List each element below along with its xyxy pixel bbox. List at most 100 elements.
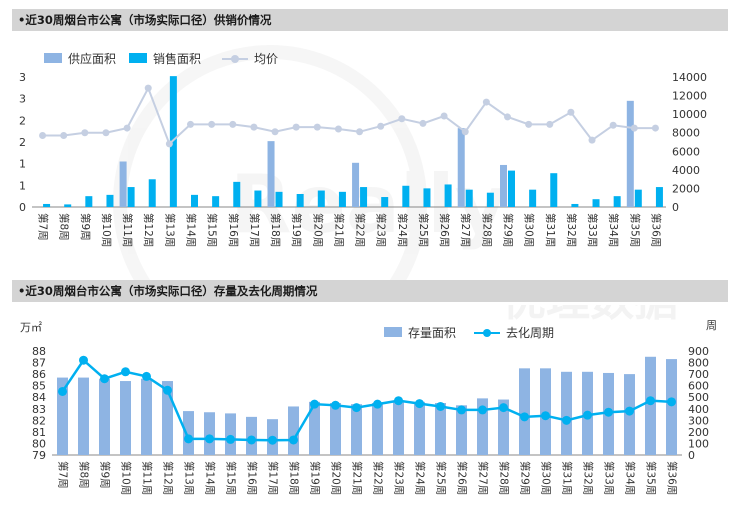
bar-a <box>457 128 465 207</box>
bar-a <box>225 413 236 455</box>
bar-a <box>352 162 360 207</box>
line-point <box>81 129 89 137</box>
category-label: 第10周 <box>120 461 133 495</box>
bar-a <box>519 368 530 455</box>
category-label: 第17周 <box>248 213 261 247</box>
line-point <box>567 108 575 116</box>
line-point <box>461 128 469 136</box>
bar-a <box>414 401 425 455</box>
bar-a <box>626 100 634 207</box>
category-label: 第18周 <box>288 461 301 495</box>
category-label: 第31周 <box>561 461 574 495</box>
bar-b <box>296 194 304 207</box>
line-point <box>352 403 361 413</box>
category-label: 第34周 <box>624 461 637 495</box>
line-point <box>226 434 235 444</box>
left-tick-label: 1 <box>19 179 26 192</box>
left-tick-label: 86 <box>32 368 46 381</box>
left-tick-label: 80 <box>32 437 46 450</box>
bar-b <box>486 192 494 207</box>
bar-a <box>456 405 467 455</box>
line-point <box>142 371 151 381</box>
right-tick-label: 2000 <box>672 182 700 195</box>
bar-a <box>500 164 507 207</box>
right-tick-label: 600 <box>688 380 709 393</box>
category-label: 第23周 <box>393 461 406 495</box>
category-label: 第22周 <box>372 461 385 495</box>
line-point <box>165 140 173 148</box>
legend-label: 存量面积 <box>408 326 456 340</box>
right-tick-label: 6000 <box>672 145 700 158</box>
line-point <box>292 123 300 131</box>
line-point <box>310 399 319 409</box>
bar-a <box>645 356 656 455</box>
category-label: 第17周 <box>267 461 280 495</box>
bar-a <box>666 359 677 455</box>
category-label: 第35周 <box>628 213 641 247</box>
category-label: 第8周 <box>78 461 91 489</box>
bar-a <box>141 378 152 455</box>
bar-b <box>212 196 220 207</box>
bar-b <box>655 187 663 207</box>
right-tick-label: 900 <box>688 345 709 358</box>
chart1-supply-sales-price: Really 3 3 2 2 1 1 0 14000 12000 10000 8000 6000 4000… <box>19 45 707 282</box>
category-label: 第30周 <box>540 461 553 495</box>
category-label: 第28周 <box>480 213 493 247</box>
category-label: 第25周 <box>435 461 448 495</box>
bar-b <box>275 191 283 207</box>
bar-a <box>498 399 509 455</box>
right-tick-label: 400 <box>688 403 709 416</box>
bar-a <box>267 141 275 207</box>
bar-b <box>444 184 452 207</box>
category-label: 第11周 <box>141 461 154 495</box>
line-point <box>588 136 596 144</box>
bar-a <box>57 377 68 455</box>
right-tick-label: 8000 <box>672 127 700 140</box>
bar-a <box>477 398 488 455</box>
category-label: 第24周 <box>396 213 409 247</box>
right-tick-label: 4000 <box>672 164 700 177</box>
bar-b <box>613 196 621 207</box>
category-label: 第19周 <box>290 213 303 247</box>
bar-b <box>508 170 515 207</box>
line-point <box>205 434 214 444</box>
line-point <box>271 128 279 136</box>
category-label: 第23周 <box>375 213 388 247</box>
bar-a <box>435 403 446 455</box>
left-tick-label: 83 <box>32 403 46 416</box>
right-tick-label: 500 <box>688 391 709 404</box>
left-tick-label: 88 <box>32 345 46 358</box>
category-label: 第27周 <box>477 461 490 495</box>
line-point <box>478 405 487 415</box>
line-point <box>377 122 385 130</box>
category-label: 第12周 <box>142 213 155 247</box>
watermark-cn: 优理数据 <box>502 305 678 326</box>
category-label: 第10周 <box>100 213 113 247</box>
left-tick-label: 81 <box>32 426 46 439</box>
category-label: 第35周 <box>645 461 658 495</box>
left-tick-label: 82 <box>32 414 46 427</box>
left-tick-label: 85 <box>32 380 46 393</box>
category-label: 第26周 <box>438 213 451 247</box>
bar-b <box>64 204 72 207</box>
category-label: 第31周 <box>544 213 557 247</box>
line-point <box>667 397 676 407</box>
bar-b <box>127 187 135 207</box>
category-label: 第14周 <box>204 461 217 495</box>
left-tick-label: 79 <box>32 449 46 462</box>
category-label: 第32周 <box>582 461 595 495</box>
category-label: 第15周 <box>225 461 238 495</box>
line-point <box>163 385 172 395</box>
left-tick-label: 84 <box>32 391 46 404</box>
category-label: 第8周 <box>58 213 71 241</box>
left-unit-label: 万㎡ <box>20 321 42 334</box>
line-point <box>651 124 659 132</box>
line-point <box>250 123 258 131</box>
legend-label: 均价 <box>254 52 278 66</box>
watermark: Really <box>113 45 507 282</box>
line-point <box>268 435 277 445</box>
right-tick-label: 14000 <box>672 71 707 84</box>
category-label: 第36周 <box>649 213 662 247</box>
